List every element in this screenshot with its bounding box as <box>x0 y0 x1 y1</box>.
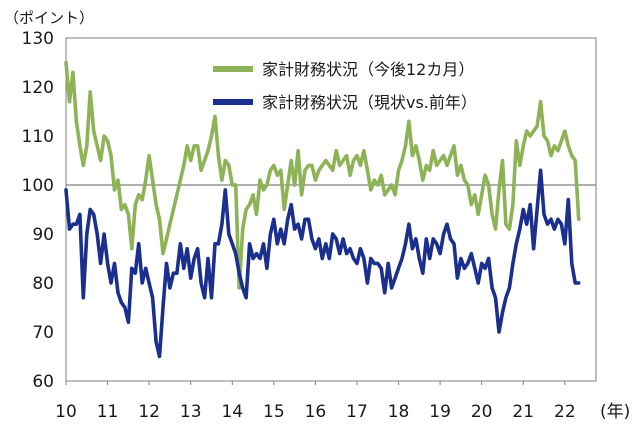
legend-label-outlook: 家計財務状況（今後12カ月） <box>262 60 474 79</box>
x-tick-label: 13 <box>180 402 202 422</box>
x-tick-label: 20 <box>471 402 493 422</box>
x-tick-label: 19 <box>429 402 451 422</box>
y-tick-label: 120 <box>22 78 54 98</box>
series-line-outlook <box>64 60 581 290</box>
plot-frame <box>65 37 597 382</box>
x-tick-label: 12 <box>138 402 160 422</box>
y-tick-label: 70 <box>32 323 54 343</box>
legend: 家計財務状況（今後12カ月） 家計財務状況（現状vs.前年） <box>213 60 477 112</box>
x-tick-label: 21 <box>512 402 534 422</box>
y-tick-label: 130 <box>22 29 54 49</box>
x-tick-label: 22 <box>554 402 576 422</box>
y-tick-label: 100 <box>22 176 54 196</box>
x-tick-label: 14 <box>221 402 243 422</box>
x-tick-label: 10 <box>55 402 77 422</box>
x-tick-label: 17 <box>346 402 368 422</box>
x-axis-unit-label: (年) <box>600 402 630 422</box>
x-tick-label: 16 <box>305 402 327 422</box>
legend-label-current: 家計財務状況（現状vs.前年） <box>262 93 477 112</box>
y-tick-label: 110 <box>22 127 54 147</box>
x-tick-label: 11 <box>97 402 119 422</box>
x-tick-label: 18 <box>388 402 410 422</box>
y-tick-label: 90 <box>32 225 54 245</box>
x-tick-label: 15 <box>263 402 285 422</box>
series-line-current <box>64 168 581 359</box>
y-tick-label: 60 <box>32 372 54 392</box>
y-tick-label: 80 <box>32 274 54 294</box>
y-axis-unit-label: （ポイント） <box>4 9 94 27</box>
